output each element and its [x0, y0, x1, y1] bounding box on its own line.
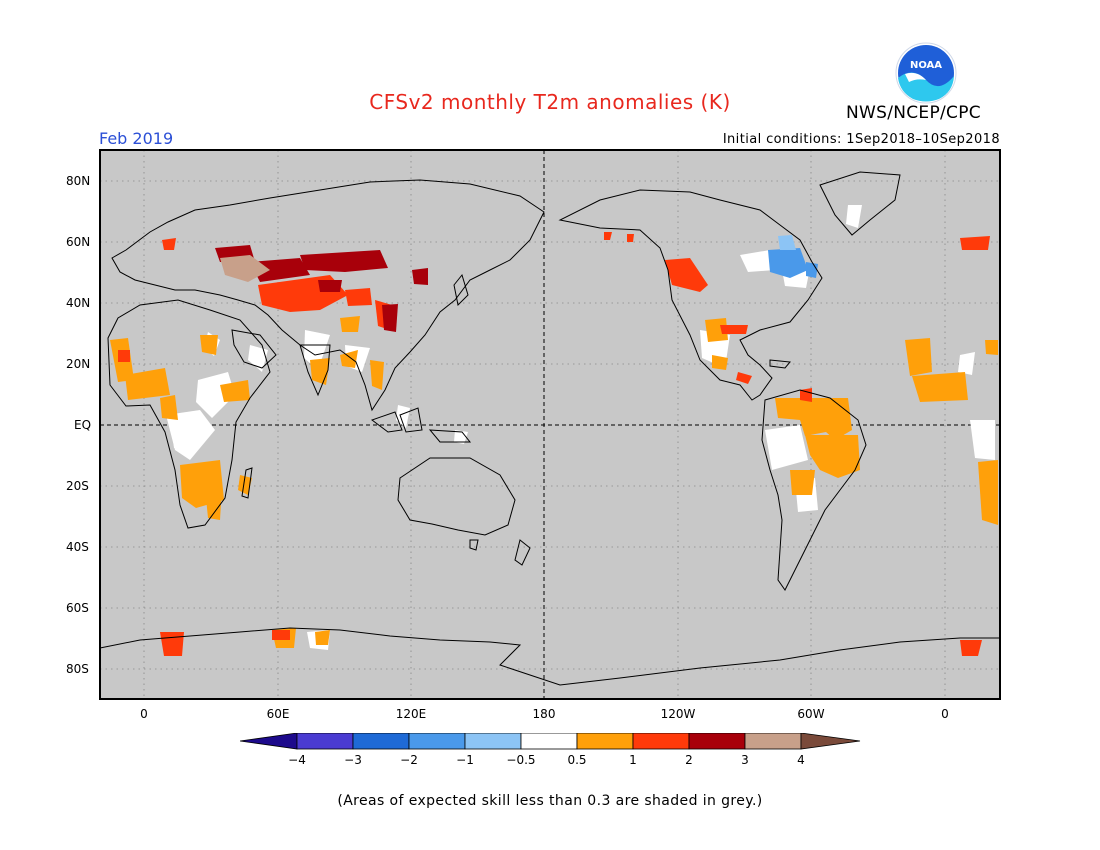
- colorbar-bin: [408, 733, 466, 750]
- colorbar-bin: [632, 733, 690, 750]
- colorbar-label: −4: [288, 753, 306, 767]
- lat-label-80n: 80N: [66, 174, 91, 188]
- lon-label-60e: 60E: [266, 707, 290, 721]
- colorbar-bin: [296, 733, 354, 750]
- lon-label-60w: 60W: [797, 707, 825, 721]
- lat-label-80s: 80S: [66, 662, 89, 676]
- colorbar: [240, 733, 861, 750]
- colorbar-bin: [576, 733, 634, 750]
- lon-label-180: 180: [532, 707, 556, 721]
- lat-label-40n: 40N: [66, 296, 91, 310]
- lat-label-20n: 20N: [66, 357, 91, 371]
- map-frame: [99, 149, 1001, 700]
- noaa-logo: NOAA: [895, 42, 957, 104]
- lat-label-60n: 60N: [66, 235, 91, 249]
- logo-text: NOAA: [910, 60, 942, 71]
- colorbar-bin: [352, 733, 410, 750]
- colorbar-label: 1: [629, 753, 637, 767]
- colorbar-arrow-right: [800, 733, 861, 750]
- colorbar-label: 3: [741, 753, 749, 767]
- colorbar-label: 4: [797, 753, 805, 767]
- warm-anomaly-3-4: [220, 255, 270, 282]
- lat-label-eq: EQ: [74, 418, 92, 432]
- colorbar-label: −2: [400, 753, 418, 767]
- lon-label-120w: 120W: [660, 707, 696, 721]
- coastlines: [99, 171, 1000, 686]
- lat-label-60s: 60S: [66, 601, 89, 615]
- colorbar-label: 2: [685, 753, 693, 767]
- colorbar-bin: [744, 733, 802, 750]
- chart-title: CFSv2 monthly T2m anomalies (K): [369, 90, 731, 114]
- lon-label-120e: 120E: [395, 707, 427, 721]
- forecast-month: Feb 2019: [99, 129, 174, 148]
- colorbar-bin: [520, 733, 578, 750]
- colorbar-label: 0.5: [567, 753, 587, 767]
- lat-label-20s: 20S: [66, 479, 89, 493]
- agency-label: NWS/NCEP/CPC: [846, 103, 981, 123]
- initial-conditions: Initial conditions: 1Sep2018–10Sep2018: [722, 132, 1000, 147]
- lon-label-0-east: 0: [941, 707, 949, 721]
- colorbar-label: −0.5: [506, 753, 536, 767]
- colorbar-bin: [464, 733, 522, 750]
- warm-anomaly-05-1: [110, 316, 998, 648]
- colorbar-arrow-left: [240, 733, 298, 750]
- colorbar-label: −3: [344, 753, 362, 767]
- lon-label-0: 0: [140, 707, 148, 721]
- colorbar-label: −1: [456, 753, 474, 767]
- footnote: (Areas of expected skill less than 0.3 a…: [337, 793, 763, 809]
- lat-label-40s: 40S: [66, 540, 89, 554]
- colorbar-bin: [688, 733, 746, 750]
